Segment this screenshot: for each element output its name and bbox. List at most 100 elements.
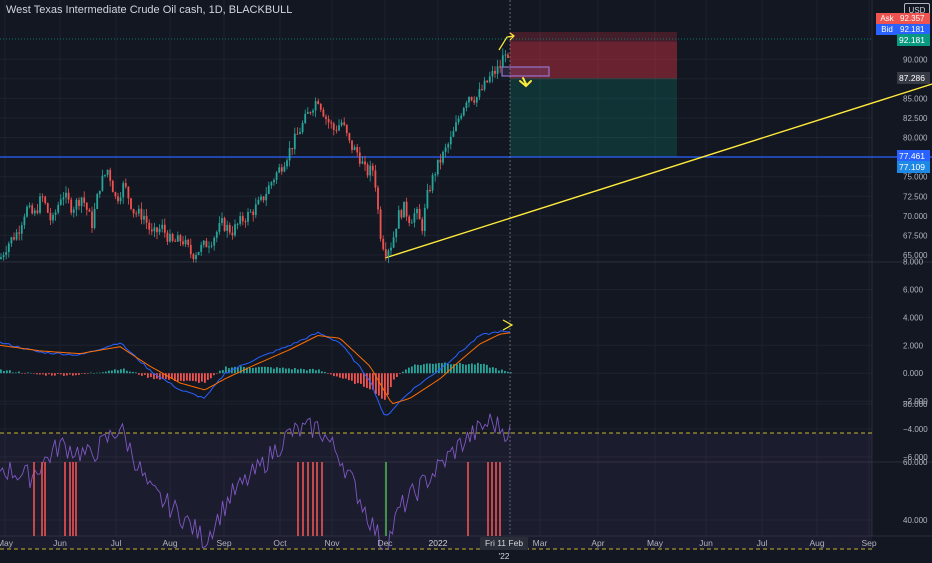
macd-axis-label-2: 4.000 — [903, 313, 924, 322]
candle-body-64 — [166, 232, 169, 242]
macd-histogram-bar-7 — [21, 373, 23, 374]
x-axis-label-15: Sep — [861, 538, 876, 548]
macd-histogram-bar-65 — [195, 373, 197, 382]
price-axis-label-1: 67.500 — [903, 231, 928, 240]
macd-histogram-bar-28 — [84, 373, 86, 374]
candle-body-3 — [7, 243, 10, 253]
crosshair-date: Fri 11 Feb '22 — [480, 537, 528, 561]
macd-histogram-bar-145 — [435, 363, 437, 374]
macd-histogram-bar-103 — [309, 368, 311, 374]
candle-body-93 — [241, 216, 244, 222]
macd-histogram-bar-36 — [108, 370, 110, 374]
macd-histogram-bar-60 — [180, 373, 182, 381]
macd-histogram-bar-6 — [18, 371, 20, 374]
candle-body-159 — [413, 213, 416, 223]
candle-body-33 — [85, 202, 88, 210]
macd-histogram-bar-67 — [201, 373, 203, 382]
macd-axis-label-6: −4.000 — [903, 425, 928, 434]
candle-body-14 — [36, 210, 39, 213]
candle-body-58 — [150, 229, 153, 232]
candle-body-2 — [5, 252, 8, 256]
candle-body-137 — [356, 147, 359, 153]
candle-body-155 — [403, 201, 405, 218]
candle-body-102 — [265, 193, 268, 201]
macd-histogram-bar-110 — [330, 373, 332, 375]
macd-histogram-bar-74 — [222, 370, 224, 374]
candle-body-144 — [374, 170, 377, 188]
macd-histogram-bar-41 — [123, 368, 125, 374]
macd-histogram-bar-59 — [177, 373, 179, 382]
rsi-panel — [0, 413, 872, 550]
macd-histogram-bar-34 — [102, 372, 104, 374]
candle-body-105 — [273, 179, 275, 183]
candle-body-195 — [507, 54, 509, 58]
x-axis-label-0: May — [0, 538, 14, 548]
candle-body-129 — [335, 129, 338, 131]
candle-body-59 — [153, 227, 156, 232]
candle-body-12 — [31, 205, 34, 214]
candle-body-39 — [101, 175, 104, 191]
macd-histogram-bar-16 — [48, 373, 50, 375]
macd-histogram-bar-169 — [507, 371, 509, 374]
macd-histogram-bar-112 — [336, 373, 338, 377]
candle-body-191 — [496, 66, 499, 74]
ask-value[interactable]: 92.357 — [898, 13, 930, 24]
macd-histogram-bar-96 — [288, 368, 290, 374]
candle-body-180 — [468, 96, 470, 103]
macd-histogram-bar-9 — [27, 372, 29, 374]
candle-body-26 — [67, 192, 70, 200]
macd-histogram-bar-71 — [213, 373, 215, 376]
candle-body-50 — [130, 198, 132, 209]
candle-body-142 — [369, 165, 372, 176]
candle-body-84 — [218, 222, 221, 232]
down-arrow-icon — [519, 77, 532, 88]
price-axis-label-6: 80.000 — [903, 134, 928, 143]
candle-body-185 — [481, 89, 483, 91]
rsi-signal-bar-3 — [64, 462, 66, 536]
chart-title: West Texas Intermediate Crude Oil cash, … — [6, 4, 293, 16]
candle-body-71 — [184, 239, 187, 245]
rsi-axis-label-2: 40.000 — [903, 516, 928, 525]
candle-body-51 — [132, 208, 135, 214]
chart[interactable]: 65.00067.50070.00072.50075.00077.50080.0… — [0, 0, 932, 550]
last-price-tag: 92.181 — [897, 34, 930, 46]
macd-histogram-bar-111 — [333, 373, 335, 377]
rsi-signal-bar-17 — [495, 462, 497, 536]
candle-body-193 — [501, 55, 504, 68]
ask-label[interactable]: Ask — [876, 13, 898, 24]
macd-histogram-bar-97 — [291, 369, 293, 374]
candle-body-4 — [10, 237, 13, 244]
macd-histogram-bar-27 — [81, 373, 83, 374]
candle-body-152 — [395, 228, 398, 238]
macd-histogram-bar-76 — [228, 368, 230, 374]
candle-body-176 — [457, 118, 460, 123]
macd-histogram-bar-133 — [399, 373, 401, 374]
macd-histogram-bar-44 — [132, 371, 134, 374]
candle-body-52 — [135, 213, 138, 215]
candle-body-67 — [174, 240, 177, 242]
macd-histogram-bar-75 — [225, 366, 227, 374]
candle-body-111 — [288, 147, 291, 161]
candle-body-112 — [291, 147, 294, 150]
x-axis-label-10: Apr — [591, 538, 604, 548]
macd-histogram-bar-93 — [279, 368, 281, 374]
macd-histogram-bar-114 — [342, 373, 344, 379]
candle-body-44 — [114, 192, 117, 197]
macd-axis-label-0: 8.000 — [903, 258, 924, 267]
candle-body-45 — [117, 196, 119, 202]
candle-body-87 — [226, 224, 229, 231]
candle-body-55 — [143, 215, 145, 220]
candle-body-35 — [91, 211, 93, 229]
macd-histogram-bar-130 — [390, 373, 392, 388]
macd-axis-label-5: −2.000 — [903, 397, 928, 406]
bid-label[interactable]: Bid — [876, 24, 898, 35]
candle-body-36 — [93, 208, 96, 229]
x-axis-label-3: Aug — [162, 538, 177, 548]
bid-value[interactable]: 92.181 — [898, 24, 930, 35]
macd-histogram-bar-170 — [510, 372, 512, 374]
candle-body-0 — [0, 257, 2, 259]
macd-line — [0, 330, 510, 416]
macd-histogram-bar-139 — [417, 364, 419, 374]
candle-body-25 — [65, 192, 67, 198]
candle-body-61 — [158, 228, 161, 233]
